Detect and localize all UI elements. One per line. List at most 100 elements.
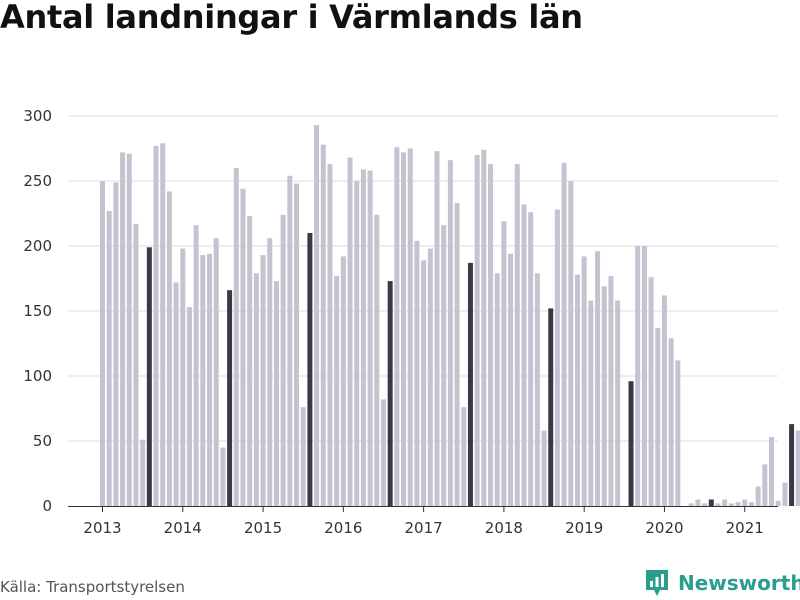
x-tick-label: 2021 xyxy=(726,519,764,537)
x-tick-label: 2015 xyxy=(244,519,282,537)
bar xyxy=(173,282,179,506)
bar xyxy=(126,153,132,506)
bar xyxy=(434,151,440,506)
bar xyxy=(722,499,728,506)
bar xyxy=(481,149,487,507)
bar xyxy=(514,164,520,506)
bar xyxy=(427,248,433,506)
bar xyxy=(233,168,239,506)
bar xyxy=(380,399,386,506)
bar xyxy=(648,277,654,506)
bar xyxy=(735,502,741,506)
bar xyxy=(334,275,340,506)
bar xyxy=(100,181,105,506)
bar xyxy=(775,500,781,506)
x-tick-label: 2013 xyxy=(83,519,121,537)
bar xyxy=(795,430,800,506)
bar xyxy=(528,212,534,506)
x-tick-label: 2016 xyxy=(324,519,362,537)
bar xyxy=(401,152,407,506)
bar xyxy=(227,290,233,506)
bar xyxy=(574,274,580,506)
y-tick-label: 250 xyxy=(23,172,52,190)
x-tick-label: 2014 xyxy=(164,519,202,537)
bar xyxy=(106,210,112,506)
bar xyxy=(314,125,320,506)
bar xyxy=(755,486,761,506)
axes xyxy=(68,506,778,512)
bar xyxy=(695,499,701,506)
y-tick-label: 300 xyxy=(23,107,52,125)
bar xyxy=(180,248,186,506)
bar xyxy=(568,181,574,506)
bar xyxy=(133,223,139,506)
bar xyxy=(508,253,514,506)
y-tick-label: 200 xyxy=(23,237,52,255)
x-tick-label: 2020 xyxy=(645,519,683,537)
bar xyxy=(340,256,346,506)
bar xyxy=(207,253,213,506)
bar xyxy=(220,447,226,506)
newsworthy-logo-icon xyxy=(646,570,668,596)
bar xyxy=(655,327,661,506)
bar xyxy=(140,439,146,506)
bar xyxy=(601,286,607,506)
bar xyxy=(688,503,694,506)
bar xyxy=(320,144,326,506)
bar xyxy=(267,238,273,506)
bar xyxy=(294,183,300,506)
bar xyxy=(260,255,266,506)
bar xyxy=(581,256,587,506)
bar xyxy=(354,181,360,506)
x-tick-label: 2019 xyxy=(565,519,603,537)
bar xyxy=(494,273,500,506)
bar xyxy=(253,273,259,506)
bar xyxy=(554,209,560,506)
bar xyxy=(728,503,734,506)
bar xyxy=(120,152,126,506)
bar xyxy=(387,281,393,506)
bar xyxy=(414,240,420,507)
bar xyxy=(300,407,306,506)
bar xyxy=(153,145,159,506)
bar xyxy=(635,246,641,506)
bar xyxy=(347,157,353,506)
bar xyxy=(467,262,473,506)
bar xyxy=(360,169,366,507)
bar xyxy=(628,381,634,506)
chart-title: Antal landningar i Värmlands län xyxy=(0,0,583,36)
bar xyxy=(280,214,286,507)
bar xyxy=(193,225,199,506)
bar xyxy=(715,503,721,506)
bar xyxy=(327,164,333,506)
y-tick-label: 0 xyxy=(42,497,52,515)
bar xyxy=(213,238,219,506)
bar xyxy=(461,407,467,506)
y-tick-label: 50 xyxy=(33,432,52,450)
newsworthy-logo-text: Newsworthy xyxy=(678,571,800,595)
bar xyxy=(769,437,774,506)
bar xyxy=(287,175,293,507)
bar xyxy=(742,499,748,506)
bar xyxy=(247,216,253,506)
bar xyxy=(675,360,681,506)
bar xyxy=(501,221,507,507)
bar xyxy=(708,499,714,506)
bar xyxy=(661,295,667,506)
bar xyxy=(421,260,427,506)
bar xyxy=(113,182,119,507)
bar xyxy=(488,164,494,506)
bar xyxy=(561,162,567,507)
bar xyxy=(441,225,447,506)
bar xyxy=(548,308,554,506)
bar xyxy=(160,143,166,507)
bar xyxy=(595,251,601,506)
source-note: Källa: Transportstyrelsen xyxy=(0,578,185,596)
bar xyxy=(166,191,172,506)
bar xyxy=(588,300,594,506)
bar xyxy=(407,148,413,506)
bar xyxy=(789,424,795,506)
bar xyxy=(608,275,614,506)
bar xyxy=(447,160,453,506)
